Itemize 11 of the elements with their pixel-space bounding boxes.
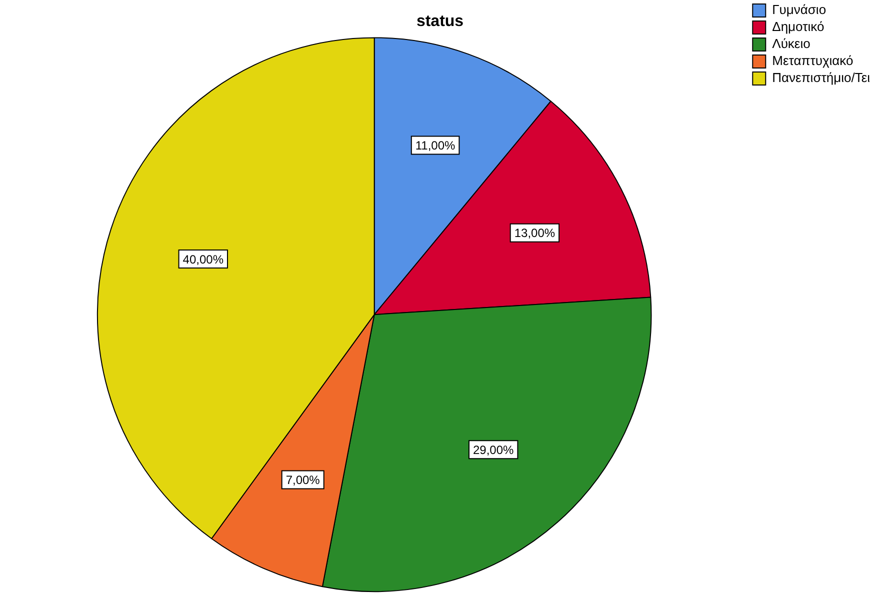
legend-label: Γυμνάσιο: [772, 2, 826, 18]
data-label: 13,00%: [514, 226, 556, 240]
data-label: 29,00%: [472, 442, 514, 457]
legend-label: Λύκειο: [772, 36, 810, 52]
data-label: 11,00%: [415, 138, 456, 153]
data-label: 40,00%: [182, 252, 224, 266]
legend-label: Πανεπιστήμιο/Τει: [772, 70, 870, 86]
legend-label: Μεταπτυχιακό: [772, 53, 854, 68]
text: status: [416, 13, 464, 30]
data-label: 7,00%: [286, 473, 320, 488]
legend-label: Δημοτικό: [772, 19, 824, 34]
